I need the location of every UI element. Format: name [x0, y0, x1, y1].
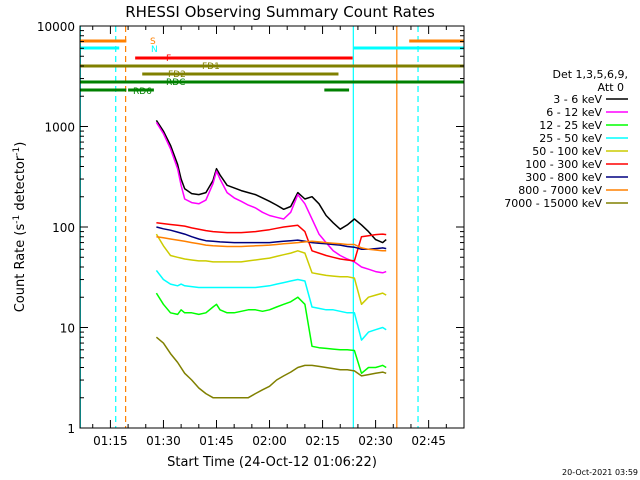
flag-label-fd2: FD2 [168, 70, 186, 80]
legend-entry-label: 6 - 12 keV [546, 106, 602, 119]
y-tick-label: 1000 [44, 121, 75, 135]
series-line [156, 222, 387, 262]
y-tick-label: 100 [52, 221, 75, 235]
legend-entry-label: 3 - 6 keV [553, 93, 602, 106]
flag-label-fd1: FD1 [202, 62, 220, 72]
axis-ticks: 1 10 100 1000 10000 01:15 01:30 01:45 02:00 02:15… [37, 20, 465, 448]
series-line [155, 292, 387, 375]
legend-header-line-2: Att 0 [598, 81, 624, 94]
y-axis-label: Count Rate (s-1 detector-1) [12, 142, 28, 313]
legend-entry-label: 300 - 800 keV [525, 171, 602, 184]
flag-label-f: F [166, 54, 171, 64]
x-tick-label: 01:45 [199, 434, 234, 448]
series-line [155, 336, 387, 399]
legend-entry-label: 7000 - 15000 keV [504, 197, 602, 210]
flag-label-rd6: RD6 [133, 87, 152, 97]
series-line [155, 269, 387, 341]
series-line [156, 235, 387, 252]
y-label-exponent: -1 [12, 147, 22, 156]
y-tick-label: 10000 [37, 20, 75, 34]
flag-label-n: N [151, 45, 158, 55]
chart-title: RHESSI Observing Summary Count Rates [125, 3, 435, 21]
x-tick-label: 02:45 [411, 434, 446, 448]
y-tick-label: 1 [67, 422, 75, 436]
y-label-part: detector [13, 155, 28, 215]
legend-entry-label: 25 - 50 keV [539, 132, 602, 145]
legend-header-line-1: Det 1,3,5,6,9, [552, 68, 628, 81]
legend-entry-label: 800 - 7000 keV [518, 184, 602, 197]
render-timestamp: 20-Oct-2021 03:59 [562, 468, 638, 477]
x-tick-label: 02:15 [305, 434, 340, 448]
series-line [155, 233, 387, 306]
x-axis-label: Start Time (24-Oct-12 01:06:22) [167, 455, 377, 470]
count-rate-series [155, 119, 387, 399]
x-tick-label: 01:15 [93, 434, 128, 448]
y-label-part: ) [13, 142, 28, 147]
flag-label-s: S [150, 37, 156, 47]
legend-entry-label: 12 - 25 keV [539, 119, 602, 132]
series-line [156, 226, 387, 251]
y-tick-label: 10 [60, 322, 75, 336]
x-tick-label: 02:30 [358, 434, 393, 448]
x-tick-label: 01:30 [146, 434, 181, 448]
legend-entry-label: 100 - 300 keV [525, 158, 602, 171]
series-line [155, 121, 387, 274]
flag-label-rdc: RDC [166, 78, 185, 88]
x-tick-label: 02:00 [252, 434, 287, 448]
y-label-exponent: -1 [12, 215, 22, 224]
y-label-part: Count Rate (s [13, 224, 28, 313]
series-line [155, 119, 387, 244]
legend-entry-label: 50 - 100 keV [532, 145, 602, 158]
